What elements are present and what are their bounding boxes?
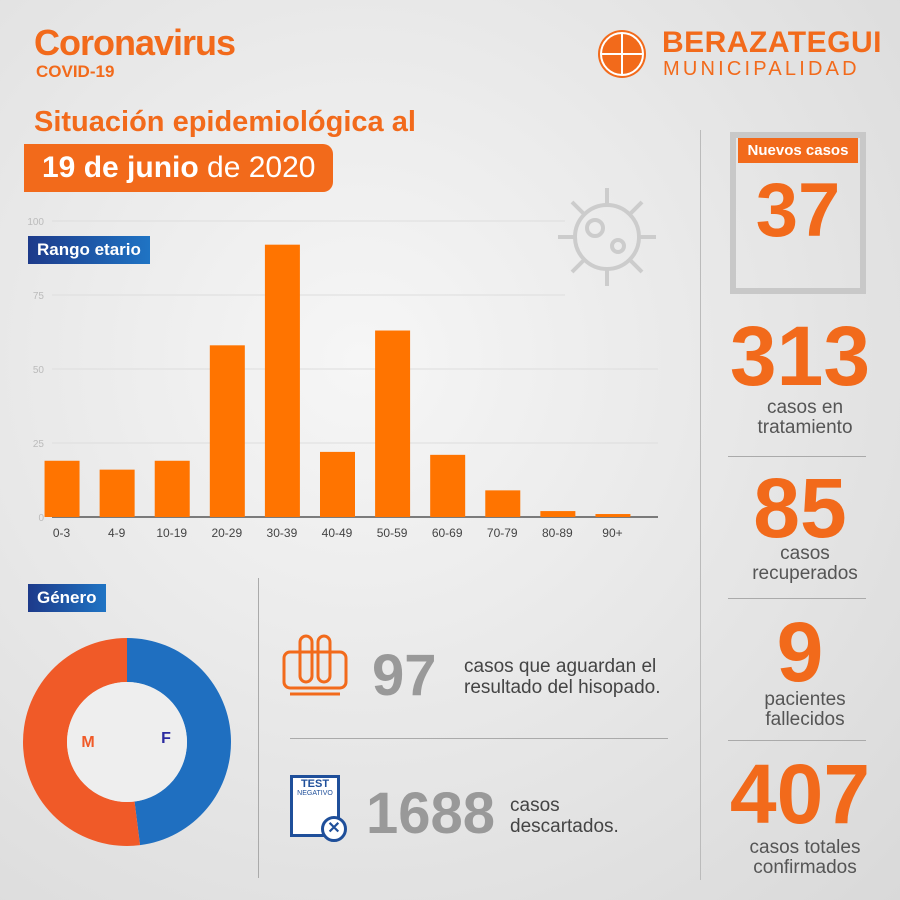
divider bbox=[258, 578, 259, 878]
y-tick-label: 25 bbox=[33, 439, 45, 450]
bar-60-69 bbox=[430, 454, 466, 517]
deceased-label: pacientes fallecidos bbox=[764, 689, 846, 730]
bar-30-39 bbox=[264, 244, 300, 517]
recovered-value: 85 bbox=[753, 461, 847, 555]
new-cases-label: Nuevos casos bbox=[738, 138, 858, 163]
pending-label: casos que aguardan el resultado del hiso… bbox=[464, 656, 661, 698]
donut-hole bbox=[67, 682, 187, 802]
total-label: casos totales confirmados bbox=[749, 837, 861, 878]
discarded-label: casos descartados. bbox=[510, 795, 619, 837]
x-tick-label: 10-19 bbox=[156, 526, 187, 540]
x-tick-label: 0-3 bbox=[53, 526, 71, 540]
deceased-value: 9 bbox=[776, 605, 824, 699]
bar-70-79 bbox=[485, 490, 521, 517]
date-bold: 19 de junio bbox=[42, 151, 199, 184]
pending-value: 97 bbox=[372, 643, 437, 708]
icon-text: TEST bbox=[300, 778, 330, 790]
virus-icon bbox=[558, 188, 656, 286]
y-tick-label: 0 bbox=[38, 513, 44, 524]
x-tick-label: 60-69 bbox=[432, 526, 463, 540]
x-tick-label: 30-39 bbox=[267, 526, 298, 540]
title: Coronavirus bbox=[34, 22, 236, 63]
subtitle: COVID-19 bbox=[36, 62, 115, 81]
divider bbox=[290, 738, 668, 739]
age-range-tag: Rango etario bbox=[28, 236, 150, 264]
new-cases-value: 37 bbox=[755, 168, 841, 253]
divider bbox=[728, 598, 866, 599]
municipal-logo-icon bbox=[598, 30, 646, 78]
date-year: de 2020 bbox=[198, 151, 316, 184]
bar-20-29 bbox=[209, 345, 245, 517]
bar-0-3 bbox=[44, 460, 80, 517]
icon-text: NEGATIVO bbox=[297, 790, 333, 797]
situation-heading: Situación epidemiológica al bbox=[34, 106, 416, 138]
bar-4-9 bbox=[99, 469, 135, 517]
discarded-value: 1688 bbox=[366, 781, 496, 846]
slice-M bbox=[23, 638, 141, 846]
x-tick-label: 70-79 bbox=[487, 526, 518, 540]
x-mark-icon: ✕ bbox=[321, 816, 347, 842]
bar-80-89 bbox=[540, 511, 576, 517]
x-tick-label: 20-29 bbox=[211, 526, 242, 540]
bar-50-59 bbox=[375, 330, 411, 517]
label-F: F bbox=[161, 730, 171, 747]
test-tubes-icon bbox=[282, 634, 348, 696]
treatment-value: 313 bbox=[729, 309, 871, 403]
recovered-label: casos recuperados bbox=[752, 543, 858, 584]
bar-10-19 bbox=[154, 460, 190, 517]
divider bbox=[700, 130, 701, 880]
y-tick-label: 75 bbox=[33, 291, 45, 302]
bar-90+ bbox=[595, 514, 631, 517]
y-tick-label: 50 bbox=[33, 365, 45, 376]
test-negative-icon: TEST NEGATIVO ✕ bbox=[290, 775, 347, 842]
x-tick-label: 40-49 bbox=[322, 526, 353, 540]
bar-40-49 bbox=[320, 451, 355, 517]
org-name: BERAZATEGUI bbox=[662, 26, 882, 59]
total-value: 407 bbox=[729, 747, 871, 841]
new-cases-card: Nuevos casos 37 bbox=[730, 132, 866, 294]
date-banner: 19 de junio de 2020 bbox=[24, 144, 334, 192]
age-bar-chart: 0 25 50 75 100 0-3 4-9 10-19 20-29 30-39 40-49 50-5… bbox=[27, 217, 658, 540]
org-sub: MUNICIPALIDAD bbox=[663, 58, 860, 80]
x-tick-label: 90+ bbox=[602, 526, 622, 540]
label-M: M bbox=[81, 734, 94, 751]
treatment-label: casos en tratamiento bbox=[757, 397, 853, 438]
x-tick-label: 80-89 bbox=[542, 526, 573, 540]
x-tick-label: 50-59 bbox=[377, 526, 408, 540]
divider bbox=[728, 740, 866, 741]
y-tick-label: 100 bbox=[27, 217, 44, 228]
x-tick-label: 4-9 bbox=[108, 526, 126, 540]
divider bbox=[728, 456, 866, 457]
slice-F bbox=[127, 638, 232, 846]
gender-tag: Género bbox=[28, 584, 106, 612]
